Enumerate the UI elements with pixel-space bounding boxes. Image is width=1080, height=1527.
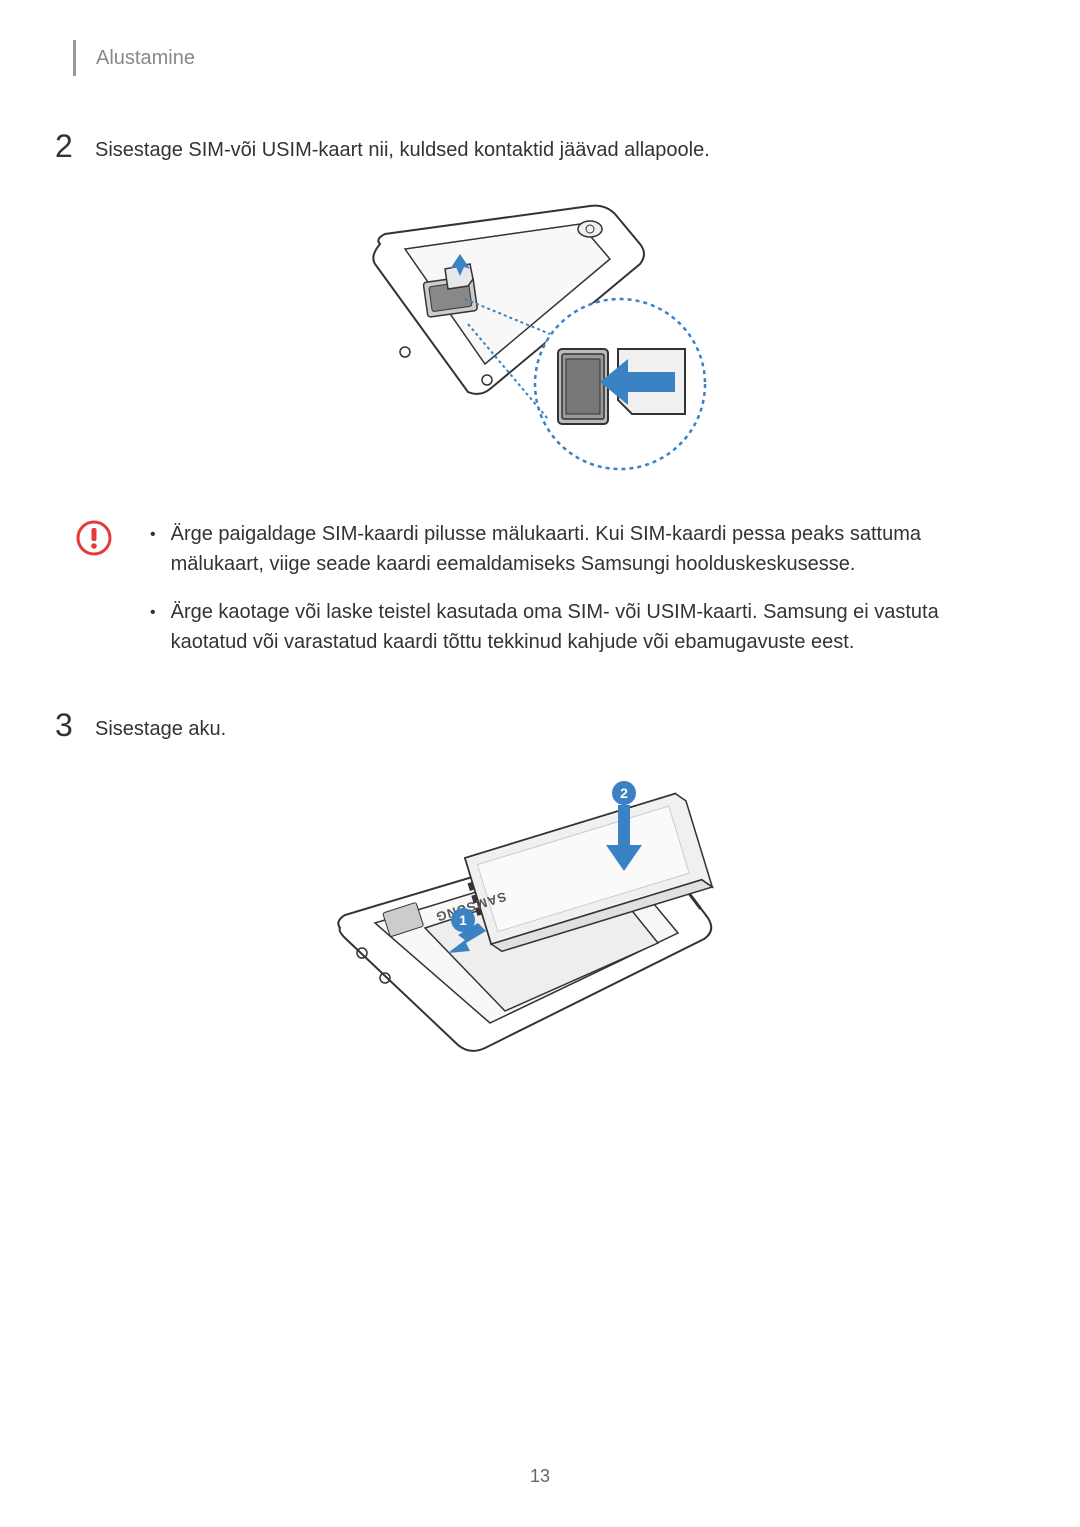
page-header: Alustamine	[55, 40, 1005, 76]
sim-illustration	[55, 194, 1005, 479]
caution-text: Ärge paigaldage SIM-kaardi pilusse mäluk…	[171, 519, 1005, 579]
caution-item: • Ärge paigaldage SIM-kaardi pilusse mäl…	[150, 519, 1005, 579]
caution-block: • Ärge paigaldage SIM-kaardi pilusse mäl…	[55, 519, 1005, 675]
step-3: 3 Sisestage aku.	[55, 715, 1005, 743]
badge-1-label: 1	[459, 912, 467, 928]
step-number: 2	[55, 130, 95, 162]
section-title: Alustamine	[96, 47, 195, 70]
page-number: 13	[0, 1466, 1080, 1487]
bullet-icon: •	[150, 523, 156, 547]
step-text: Sisestage aku.	[95, 715, 226, 743]
header-divider	[73, 40, 76, 76]
caution-item: • Ärge kaotage või laske teistel kasutad…	[150, 597, 1005, 657]
step-text: Sisestage SIM-või USIM-kaart nii, kuldse…	[95, 136, 710, 164]
step-number: 3	[55, 709, 95, 741]
battery-insert-diagram: SAMSUNG 1 2	[290, 773, 770, 1073]
sim-insert-diagram	[310, 194, 750, 474]
battery-illustration: SAMSUNG 1 2	[55, 773, 1005, 1078]
bullet-icon: •	[150, 601, 156, 625]
caution-list: • Ärge paigaldage SIM-kaardi pilusse mäl…	[150, 519, 1005, 675]
badge-2-label: 2	[620, 785, 628, 801]
step-2: 2 Sisestage SIM-või USIM-kaart nii, kuld…	[55, 136, 1005, 164]
caution-icon	[75, 519, 115, 562]
caution-text: Ärge kaotage või laske teistel kasutada …	[171, 597, 1005, 657]
